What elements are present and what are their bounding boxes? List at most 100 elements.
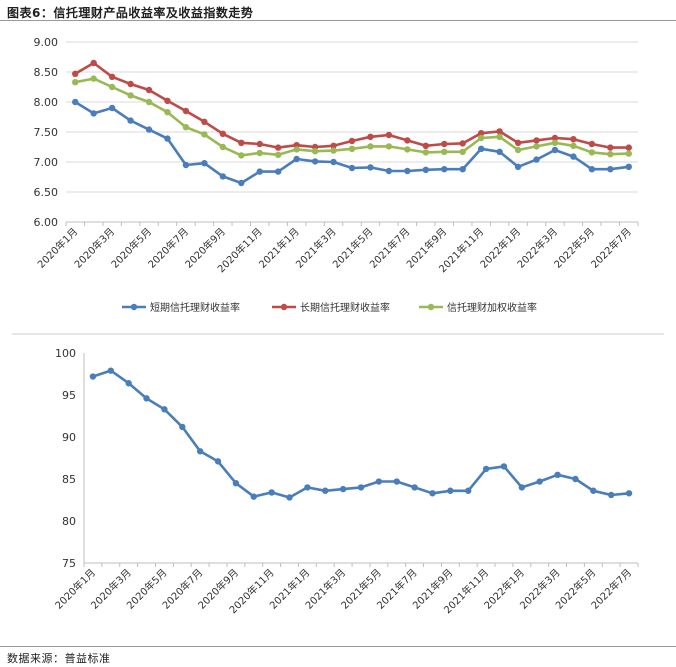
data-point: [572, 475, 579, 483]
data-point: [161, 406, 168, 413]
data-point: [385, 143, 393, 150]
yield-chart: 6.006.507.007.508.008.509.002020年1月2020年…: [34, 36, 639, 314]
data-point: [145, 126, 153, 133]
data-point: [536, 478, 543, 485]
data-point: [533, 143, 540, 150]
y-tick-label: 7.50: [34, 126, 59, 139]
legend-label: 短期信托理财收益率: [150, 301, 240, 314]
bottom-rule: [0, 646, 676, 647]
data-point: [393, 478, 400, 485]
data-point: [500, 463, 508, 470]
data-point: [145, 86, 153, 94]
data-point: [72, 98, 79, 106]
data-point: [274, 144, 282, 151]
data-point: [89, 373, 97, 380]
data-point: [348, 137, 356, 145]
data-point: [219, 130, 227, 137]
data-point: [274, 151, 282, 158]
data-point: [322, 487, 329, 494]
data-point: [201, 131, 208, 138]
data-point: [219, 143, 227, 151]
data-point: [514, 146, 522, 154]
data-point: [256, 140, 263, 148]
data-point: [268, 489, 275, 496]
legend-marker: [280, 303, 288, 311]
data-point: [551, 134, 559, 142]
series-line: [92, 369, 630, 499]
data-point: [459, 148, 466, 155]
data-point: [477, 145, 485, 152]
data-point: [179, 423, 186, 431]
data-point: [311, 158, 319, 165]
y-tick-label: 7.00: [34, 156, 59, 169]
data-point: [496, 128, 503, 135]
data-point: [293, 155, 300, 163]
data-point: [201, 160, 208, 167]
data-point: [367, 143, 374, 150]
data-point: [238, 179, 245, 187]
data-point: [330, 147, 337, 154]
data-point: [127, 92, 134, 99]
data-point: [477, 130, 485, 137]
data-point: [482, 465, 490, 473]
data-point: [588, 166, 596, 173]
data-point: [286, 494, 293, 501]
data-point: [514, 163, 522, 170]
data-point: [367, 164, 374, 171]
data-point: [422, 166, 430, 173]
data-point: [348, 164, 356, 172]
data-point: [330, 158, 337, 166]
data-point: [293, 146, 300, 153]
data-point: [219, 173, 227, 180]
data-point: [625, 144, 632, 151]
data-point: [196, 448, 204, 455]
data-point: [339, 485, 347, 493]
data-point: [304, 484, 311, 491]
legend-label: 长期信托理财收益率: [300, 301, 390, 314]
data-point: [404, 146, 411, 153]
data-point: [274, 168, 282, 175]
data-point: [607, 166, 614, 173]
data-point: [238, 139, 245, 146]
data-point: [459, 140, 466, 147]
data-point: [447, 487, 454, 494]
data-point: [570, 136, 577, 143]
data-point: [145, 98, 153, 106]
data-point: [625, 150, 632, 157]
data-point: [72, 79, 79, 86]
y-tick-label: 75: [62, 557, 76, 570]
legend-label: 信托理财加权收益率: [447, 301, 537, 314]
data-point: [590, 487, 597, 494]
data-point: [125, 380, 132, 387]
data-point: [90, 110, 97, 117]
x-tick-label: 2022年7月: [588, 225, 634, 271]
data-point: [607, 491, 615, 499]
data-point: [422, 149, 430, 156]
y-tick-label: 6.50: [34, 186, 59, 199]
data-point: [404, 137, 411, 144]
data-point: [551, 146, 559, 154]
data-point: [232, 480, 240, 487]
data-point: [625, 490, 633, 497]
index-chart: 75808590951002020年1月2020年3月2020年5月2020年7…: [52, 347, 639, 616]
data-point: [533, 137, 540, 144]
data-point: [375, 478, 383, 485]
data-point: [201, 118, 208, 126]
data-point: [348, 145, 356, 152]
data-point: [108, 104, 116, 112]
data-point: [533, 156, 540, 163]
data-point: [330, 142, 337, 149]
data-point: [441, 166, 448, 173]
data-point: [514, 139, 522, 146]
data-point: [214, 458, 222, 465]
data-point: [164, 97, 171, 105]
data-point: [607, 151, 614, 158]
data-point: [459, 166, 466, 173]
data-point: [127, 80, 134, 88]
data-point: [441, 148, 448, 155]
data-point: [238, 152, 245, 159]
data-point: [256, 149, 263, 157]
data-point: [127, 117, 134, 124]
